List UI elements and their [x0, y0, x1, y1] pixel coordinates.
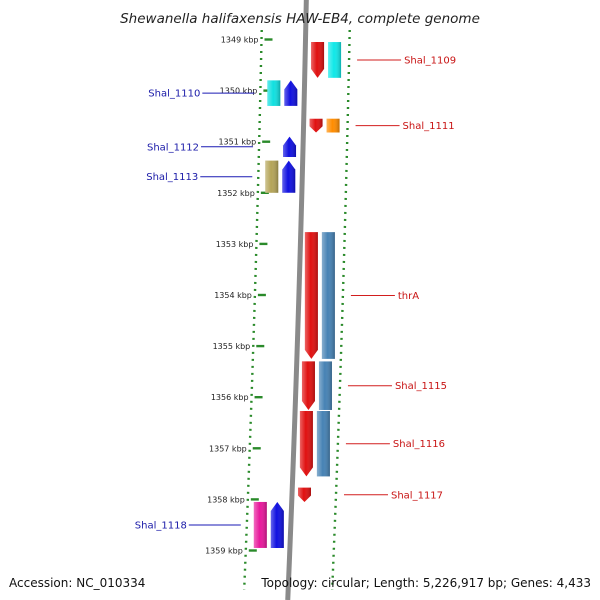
gene-product-block-shal_1113-shading [265, 160, 279, 193]
tick-label: 1350 kbp [220, 87, 258, 96]
track-lines [242, 29, 351, 591]
gene-arrow-shal_1112-shading [283, 136, 297, 158]
gene-product-block-shal_1111-shading [326, 118, 340, 133]
gene-product-block-shal_1116-shading [316, 410, 330, 477]
gene-label-shal_1113[interactable]: Shal_1113 [146, 172, 198, 183]
gene-arrow-shal_1115-shading [301, 361, 315, 410]
inner-dotted-track [242, 29, 263, 591]
gene-product-block-thra-shading [321, 232, 335, 359]
gene-arrow-thra-shading [304, 232, 318, 359]
gene-label-shal_1109[interactable]: Shal_1109 [404, 55, 456, 66]
gene-arrow-shal_1110-shading [284, 80, 298, 106]
tick-label: 1349 kbp [221, 36, 259, 45]
tick-label: 1352 kbp [217, 189, 255, 198]
map-title: Shewanella halifaxensis HAW-EB4, complet… [120, 11, 480, 27]
gene-label-shal_1110[interactable]: Shal_1110 [148, 89, 200, 100]
tick-label: 1353 kbp [216, 240, 254, 249]
tick-label: 1356 kbp [211, 393, 249, 402]
gene-arrow-shal_1111-shading [309, 118, 323, 133]
gene-product-block-shal_1109-shading [328, 42, 342, 78]
tick-label: 1359 kbp [205, 547, 243, 556]
gene-label-shal_1116[interactable]: Shal_1116 [393, 439, 445, 450]
topology-text: Topology: circular; Length: 5,226,917 bp… [260, 576, 591, 590]
gene-label-shal_1112[interactable]: Shal_1112 [147, 142, 199, 153]
gene-labels: Shal_1109 Shal_1110 Shal_1111 Shal_1112 Shal… [135, 55, 456, 531]
tick-label: 1354 kbp [214, 291, 252, 300]
tick-label: 1357 kbp [209, 444, 247, 453]
gene-label-shal_1111[interactable]: Shal_1111 [403, 121, 455, 132]
genome-backbone [285, 0, 309, 600]
gene-arrow-shal_1116-shading [299, 410, 313, 477]
gene-label-shal_1115[interactable]: Shal_1115 [395, 381, 447, 392]
gene-arrow-shal_1117-shading [297, 487, 311, 502]
gene-product-block-shal_1110-shading [267, 80, 281, 106]
tick-label: 1355 kbp [213, 342, 251, 351]
gene-label-shal_1118[interactable]: Shal_1118 [135, 520, 187, 531]
gene-arrow-shal_1113-shading [282, 160, 296, 193]
gene-label-shal_1117[interactable]: Shal_1117 [391, 490, 443, 501]
outer-dotted-track [330, 29, 351, 591]
coordinate-ticks: 1349 kbp 1350 kbp 1351 kbp 1352 kbp 1353 kbp… [205, 36, 273, 556]
gene-arrow-shal_1109-shading [311, 42, 325, 78]
gene-arrow-shal_1118-shading [270, 501, 284, 548]
accession-text: Accession: NC_010334 [9, 576, 145, 590]
tick-label: 1358 kbp [207, 495, 245, 504]
gene-label-thra[interactable]: thrA [398, 291, 419, 302]
tick-label: 1351 kbp [218, 138, 256, 147]
gene-product-block-shal_1115-shading [318, 361, 332, 410]
gene-product-block-shal_1118-shading [253, 501, 267, 548]
gene-features [253, 42, 342, 548]
